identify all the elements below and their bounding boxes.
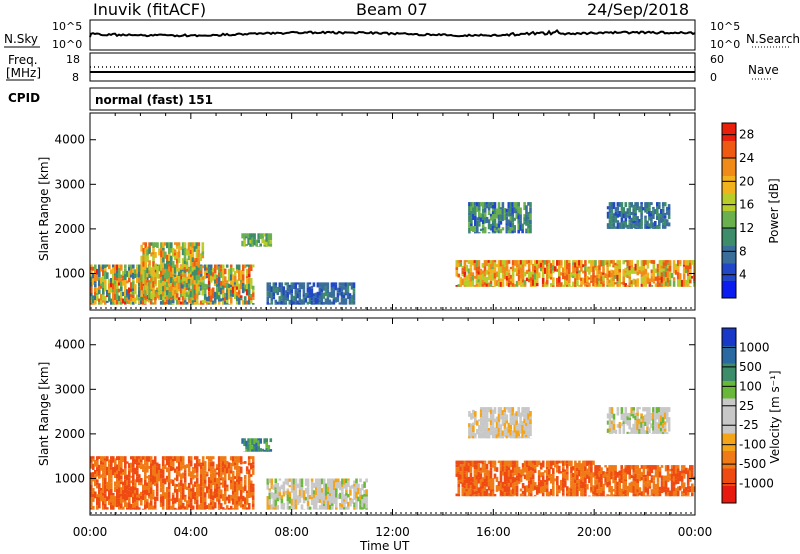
power-colorbar-tick-label: 8 [739,244,747,258]
power-ytick-label: 1000 [54,266,85,280]
velocity-colorbar-cell [722,415,736,434]
nave-label: Nave [748,63,779,77]
power-colorbar-tick-label: 28 [739,128,754,142]
velocity-colorbar-cell [722,328,736,346]
velocity-colorbar-tick-label: 100 [739,379,762,393]
freq-unit-label: [MHz] [6,66,42,80]
time-xtick-label: 08:00 [274,525,309,539]
power-colorbar-cell [722,245,736,264]
power-ylabel: Slant Range [km] [37,156,51,261]
power-colorbar-cell [722,228,736,246]
beam-title: Beam 07 [356,0,428,19]
nave-tick-bottom: 0 [710,71,717,84]
time-xtick-label: 16:00 [476,525,511,539]
station-title: Inuvik (fitACF) [93,0,207,19]
freq-tick-top: 18 [66,53,80,66]
power-colorbar-tick-label: 20 [739,174,754,188]
power-colorbar-tick-label: 24 [739,151,754,165]
power-colorbar-cell [722,123,736,141]
power-colorbar-cell [722,210,736,229]
power-colorbar-cell [722,280,736,299]
power-echoes [90,202,696,305]
nsearch-label: N.Search [746,32,800,46]
velocity-colorbar-tick-label: -25 [739,418,759,432]
time-xtick-label: 04:00 [174,525,209,539]
freq-tick-bottom: 8 [72,71,79,84]
velocity-ytick-label: 2000 [54,427,85,441]
time-xtick-label: 12:00 [375,525,410,539]
power-colorbar-cell [722,140,736,159]
power-colorbar-tick-label: 4 [739,268,747,282]
velocity-colorbar-cell [722,485,736,504]
time-xtick-label: 00:00 [678,525,713,539]
freq-panel-frame [89,52,696,82]
power-colorbar-tick-label: 16 [739,198,754,212]
freq-label: Freq. [8,53,38,67]
velocity-ytick-label: 4000 [54,338,85,352]
time-xlabel: Time UT [360,539,410,553]
power-ytick-label: 4000 [54,133,85,147]
velocity-colorbar-cell [722,468,736,486]
cpid-label: CPID [8,91,41,105]
nsearch-tick-bottom: 10^0 [710,38,741,51]
velocity-colorbar-frame [721,327,737,504]
velocity-colorbar-tick-label: -1000 [739,477,774,491]
power-ytick-label: 2000 [54,222,85,236]
power-colorbar-cell [722,175,736,194]
power-colorbar-tick-label: 12 [739,221,754,235]
velocity-ylabel: Slant Range [km] [37,361,51,466]
nsky-tick-bottom: 10^0 [52,38,83,51]
velocity-colorbar-cell [722,433,736,451]
cpid-panel-frame [89,87,696,111]
power-colorbar-cell [722,158,736,176]
power-colorbar-cell [722,263,736,281]
nsky-tick-top: 10^5 [52,20,83,33]
power-colorbar-cell [722,193,736,211]
cpid-value: normal (fast) 151 [95,93,213,107]
velocity-echoes [90,407,696,510]
velocity-colorbar-cell [722,363,736,381]
velocity-colorbar-label: Velocity [m s⁻¹] [768,370,782,464]
power-colorbar-label: Power [dB] [767,178,781,244]
velocity-colorbar-cell [722,345,736,364]
noise-panel-frame [89,19,696,51]
time-xtick-label: 00:00 [73,525,108,539]
velocity-colorbar-tick-label: 25 [739,399,754,413]
velocity-ytick-label: 1000 [54,471,85,485]
velocity-colorbar-cell [722,450,736,469]
power-ytick-label: 3000 [54,177,85,191]
velocity-colorbar-tick-label: -100 [739,438,766,452]
velocity-colorbar-cell [722,380,736,399]
nsky-label: N.Sky [4,32,39,46]
time-xtick-label: 20:00 [577,525,612,539]
noise-trace [89,28,696,38]
velocity-ytick-label: 3000 [54,382,85,396]
nsearch-tick-top: 10^5 [710,20,741,33]
nave-tick-top: 60 [710,53,724,66]
velocity-colorbar-tick-label: -500 [739,457,766,471]
velocity-colorbar-tick-label: 1000 [739,340,770,354]
velocity-colorbar-tick-label: 500 [739,360,762,374]
velocity-colorbar-cell [722,398,736,416]
date-title: 24/Sep/2018 [587,0,690,19]
power-colorbar-frame [721,122,737,299]
